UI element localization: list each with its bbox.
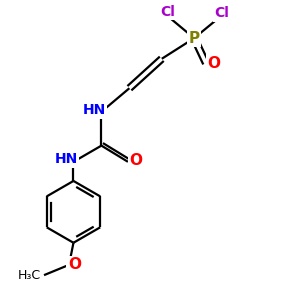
Text: O: O [68, 257, 81, 272]
Text: Cl: Cl [215, 6, 230, 20]
Text: O: O [208, 56, 221, 71]
Text: P: P [189, 31, 200, 46]
Text: Cl: Cl [160, 5, 175, 19]
Text: HN: HN [55, 152, 78, 167]
Text: O: O [130, 153, 143, 168]
Text: H₃C: H₃C [18, 268, 41, 282]
Text: HN: HN [82, 103, 106, 117]
